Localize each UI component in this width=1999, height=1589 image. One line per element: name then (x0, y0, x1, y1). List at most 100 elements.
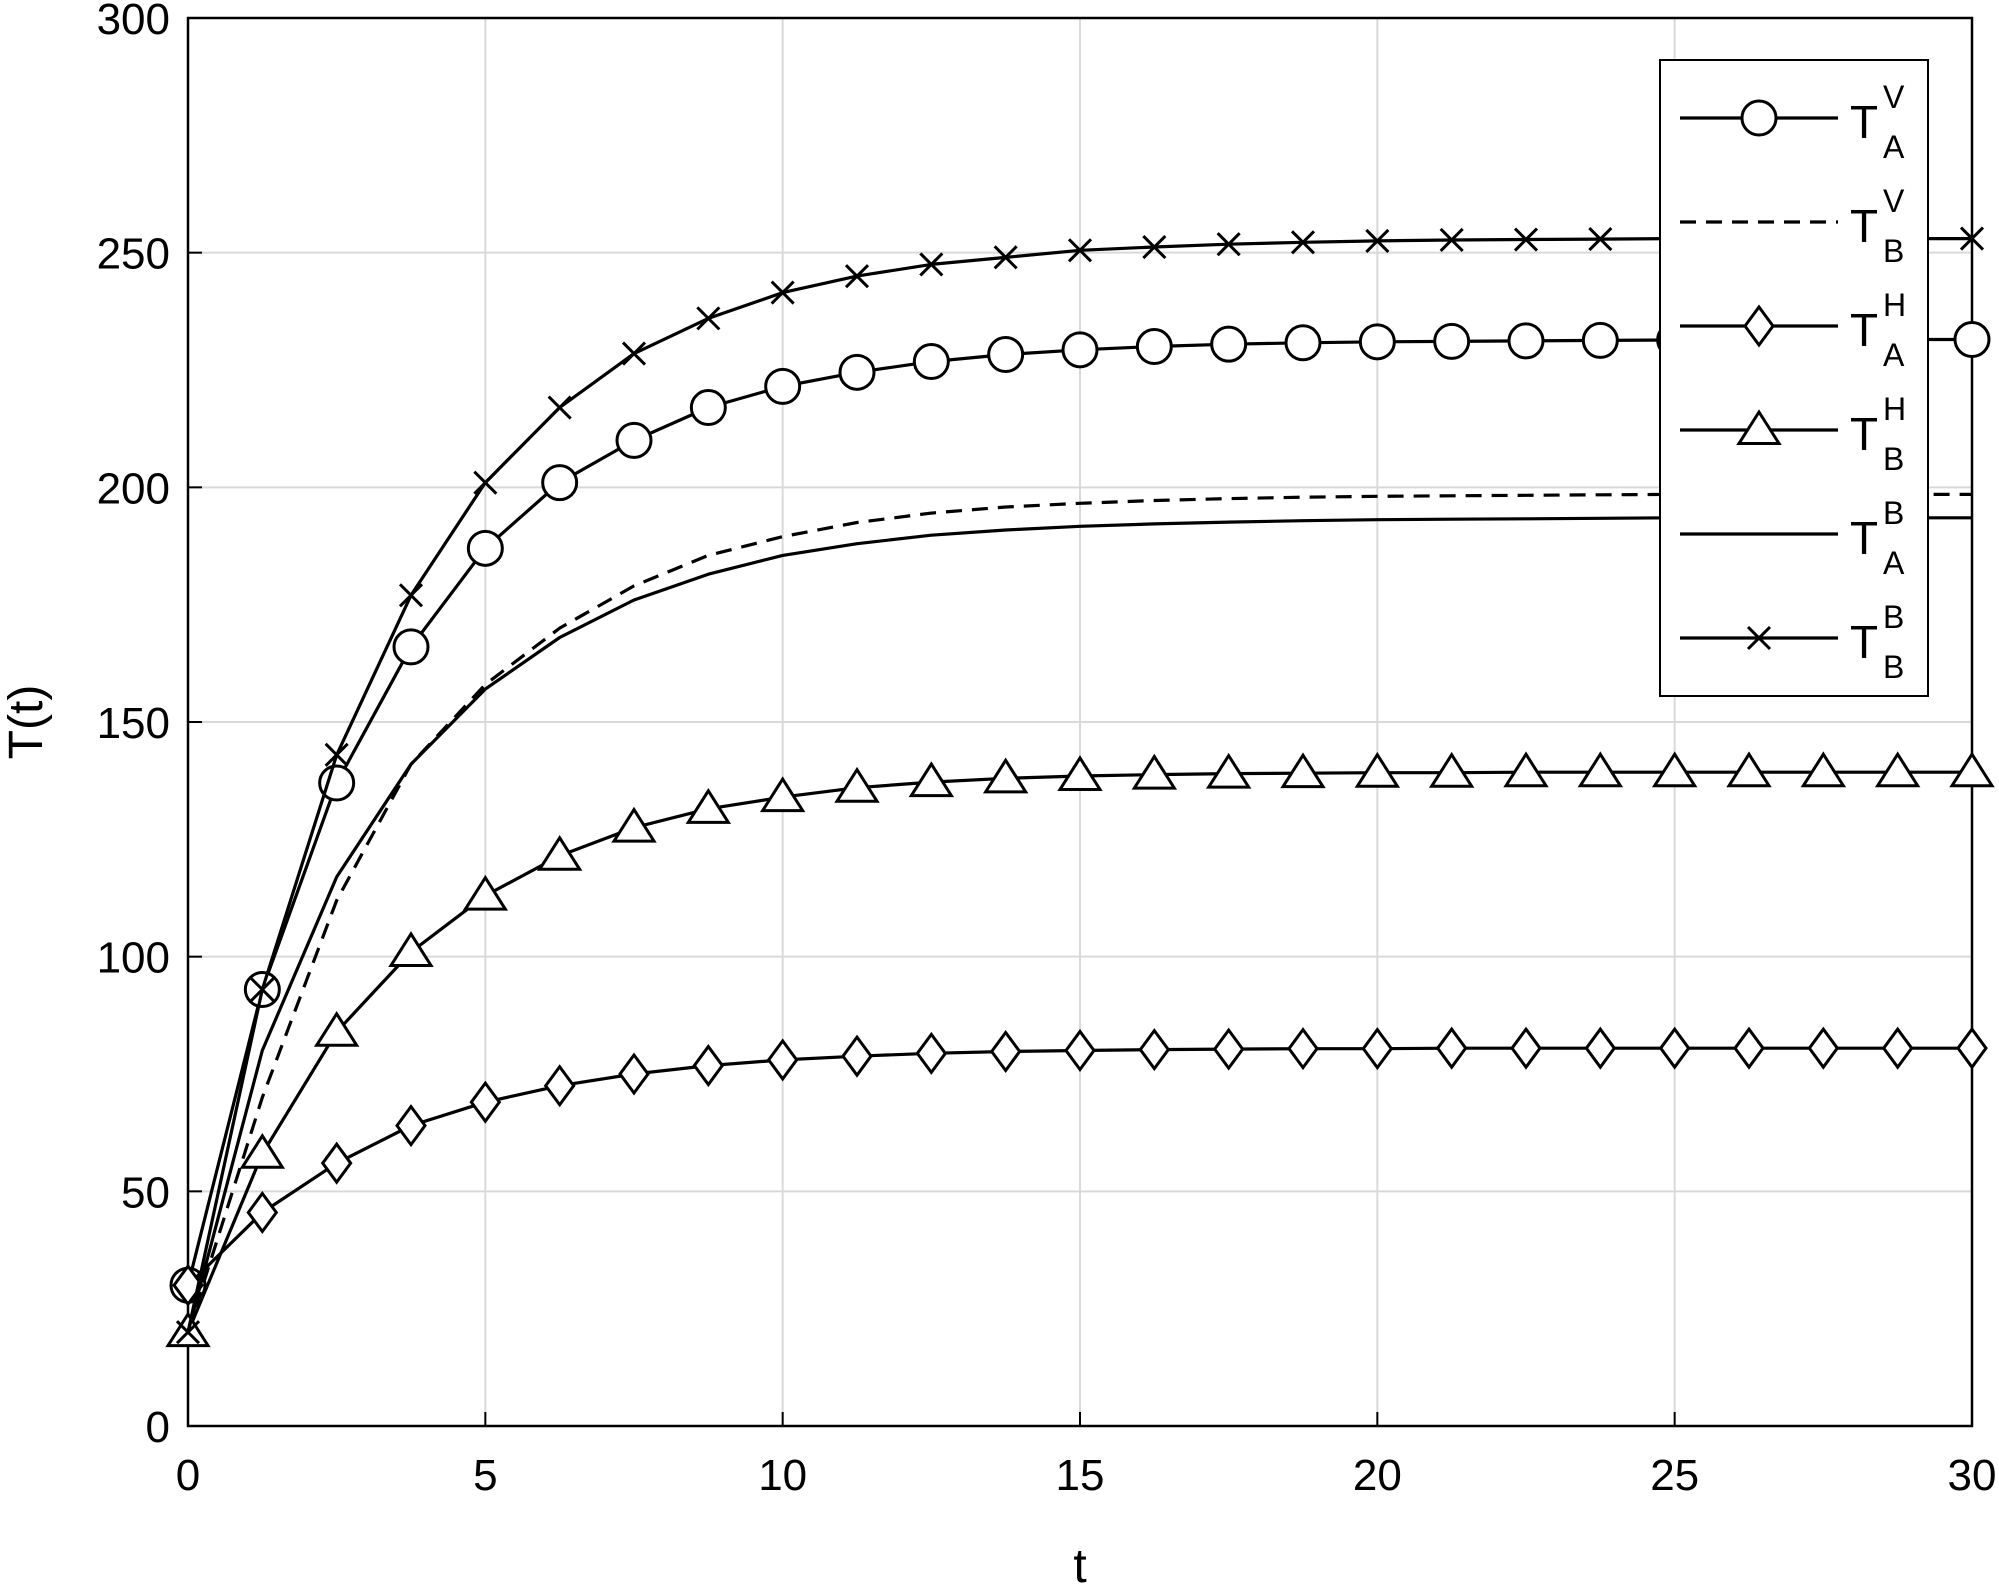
marker-x (175, 1320, 201, 1345)
marker-diamond (1510, 1026, 1542, 1070)
marker-circle (1061, 331, 1099, 369)
legend-label: T (1850, 304, 1878, 356)
y-tick-label: 150 (97, 699, 170, 748)
legend-label-superscript: H (1883, 391, 1906, 427)
marker-diamond (1212, 1027, 1245, 1071)
marker-x (1588, 226, 1613, 252)
legend-label-subscript: B (1883, 233, 1904, 269)
legend-label-subscript: A (1883, 129, 1905, 165)
marker-triangle (685, 788, 732, 824)
marker-x (1746, 625, 1772, 651)
series-3 (172, 1026, 1988, 1307)
marker-circle (1358, 323, 1396, 361)
legend-item: T BA (1680, 495, 1905, 581)
marker-diamond (915, 1031, 948, 1075)
marker-x (1513, 227, 1539, 252)
legend-item: T HA (1680, 287, 1906, 373)
marker-triangle (1280, 752, 1326, 789)
marker-triangle (1057, 755, 1103, 791)
legend-label-superscript: B (1883, 599, 1904, 635)
marker-diamond (543, 1064, 576, 1108)
marker-triangle (1949, 751, 1995, 788)
marker-triangle (834, 766, 880, 803)
marker-triangle (1726, 751, 1772, 788)
marker-x (770, 280, 795, 305)
legend-item: T HB (1680, 391, 1906, 477)
marker-triangle (1736, 409, 1782, 445)
marker-triangle (611, 806, 657, 843)
marker-triangle (1577, 751, 1624, 788)
legend-label: T (1850, 200, 1878, 252)
marker-diamond (469, 1080, 502, 1124)
marker-circle (838, 353, 876, 391)
marker-diamond (1584, 1026, 1617, 1070)
x-tick-label: 15 (1056, 1451, 1105, 1500)
marker-triangle (1205, 752, 1252, 789)
marker-diamond (1807, 1026, 1840, 1070)
marker-x (844, 264, 870, 289)
legend-box (1659, 59, 1929, 697)
marker-triangle (239, 1132, 286, 1169)
legend-label: T (1850, 408, 1878, 460)
legend: T VAT VBT HAT HBT BAT BB (1659, 59, 1929, 697)
marker-diamond (618, 1052, 650, 1096)
marker-triangle (1874, 751, 1921, 788)
x-tick-label: 10 (758, 1451, 807, 1500)
legend-label-subscript: A (1883, 545, 1905, 581)
marker-x (919, 252, 944, 277)
x-tick-label: 20 (1353, 1451, 1402, 1500)
marker-diamond (395, 1104, 427, 1148)
marker-diamond (1287, 1027, 1319, 1071)
y-tick-label: 200 (97, 464, 170, 513)
marker-circle (466, 529, 504, 567)
marker-diamond (1435, 1026, 1468, 1070)
marker-circle (1284, 324, 1322, 362)
marker-triangle (536, 834, 583, 871)
marker-circle (1507, 322, 1545, 360)
legend-label-superscript: V (1883, 79, 1905, 115)
marker-x (1216, 232, 1241, 257)
marker-x (398, 583, 424, 608)
marker-diamond (1956, 1026, 1988, 1070)
marker-diamond (1361, 1027, 1394, 1071)
x-axis-label: t (1073, 1540, 1086, 1589)
marker-circle (764, 367, 802, 405)
marker-triangle (462, 874, 509, 911)
legend-item: T VA (1680, 79, 1905, 165)
marker-diamond (1733, 1026, 1765, 1070)
marker-triangle (1354, 751, 1401, 788)
marker-diamond (320, 1141, 353, 1185)
marker-triangle (1428, 751, 1475, 788)
marker-triangle (1503, 751, 1549, 788)
marker-circle (1581, 321, 1619, 359)
legend-label: T (1850, 512, 1878, 564)
y-tick-label: 50 (121, 1168, 170, 1217)
marker-circle (615, 421, 653, 459)
marker-circle (1953, 320, 1991, 358)
marker-x (547, 395, 572, 420)
marker-circle (541, 464, 579, 502)
marker-circle (392, 628, 430, 666)
y-tick-label: 0 (146, 1403, 170, 1452)
marker-triangle (1651, 751, 1698, 788)
marker-x (1365, 228, 1390, 253)
legend-label: T (1850, 616, 1878, 668)
marker-x (696, 306, 721, 331)
marker-x (1290, 230, 1316, 255)
marker-triangle (313, 1010, 360, 1047)
marker-x (1959, 226, 1985, 251)
marker-x (1439, 227, 1464, 253)
legend-label-subscript: A (1883, 337, 1905, 373)
marker-diamond (1743, 304, 1775, 348)
marker-circle (1135, 328, 1173, 366)
marker-x (324, 742, 349, 767)
marker-diamond (1658, 1026, 1691, 1070)
legend-label-superscript: H (1883, 287, 1906, 323)
marker-triangle (982, 757, 1029, 794)
marker-triangle (908, 761, 955, 798)
marker-diamond (692, 1044, 725, 1088)
y-tick-label: 300 (97, 0, 170, 44)
y-axis-label: T(t) (0, 685, 53, 760)
marker-x (621, 341, 647, 366)
legend-label: T (1850, 96, 1878, 148)
